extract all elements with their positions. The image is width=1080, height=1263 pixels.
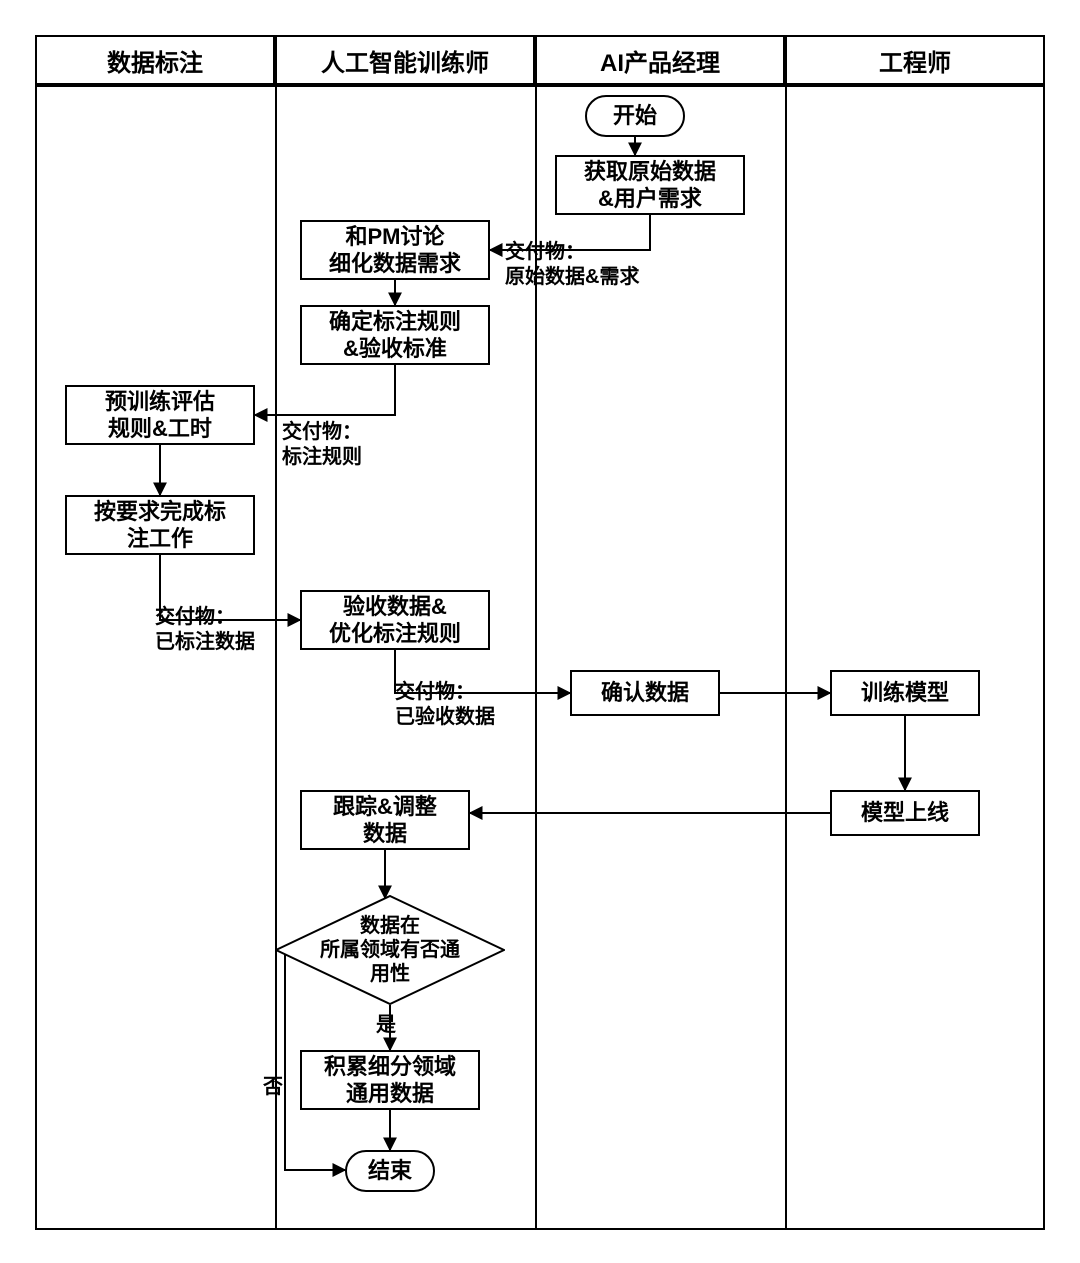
lane-header-2: 人工智能训练师 — [275, 35, 535, 85]
node-decision-diamond — [275, 895, 505, 1005]
swimlane-flowchart: 数据标注 人工智能训练师 AI产品经理 工程师 开始 获取原始数据 &用户需求 … — [0, 0, 1080, 1263]
edge-label-deliverable-raw: 交付物： 原始数据&需求 — [505, 240, 639, 290]
node-get-raw-data: 获取原始数据 &用户需求 — [555, 155, 745, 215]
node-confirm-data: 确认数据 — [570, 670, 720, 716]
node-start: 开始 — [585, 95, 685, 137]
edge-label-deliverable-accepted: 交付物： 已验收数据 — [395, 680, 495, 730]
node-track-adjust: 跟踪&调整 数据 — [300, 790, 470, 850]
lane-header-4: 工程师 — [785, 35, 1045, 85]
node-complete-annotation: 按要求完成标 注工作 — [65, 495, 255, 555]
node-discuss-with-pm: 和PM讨论 细化数据需求 — [300, 220, 490, 280]
node-pretrain-eval: 预训练评估 规则&工时 — [65, 385, 255, 445]
node-define-rules: 确定标注规则 &验收标准 — [300, 305, 490, 365]
edge-label-deliverable-rules: 交付物： 标注规则 — [282, 420, 362, 470]
edge-label-deliverable-annotated: 交付物： 已标注数据 — [155, 605, 255, 655]
lane-divider-1 — [275, 85, 277, 1230]
lane-header-1: 数据标注 — [35, 35, 275, 85]
edge-label-yes: 是 — [376, 1013, 396, 1038]
lane-divider-3 — [785, 85, 787, 1230]
node-train-model: 训练模型 — [830, 670, 980, 716]
node-accumulate-domain-data: 积累细分领域 通用数据 — [300, 1050, 480, 1110]
lane-header-3: AI产品经理 — [535, 35, 785, 85]
node-accept-optimize: 验收数据& 优化标注规则 — [300, 590, 490, 650]
node-model-online: 模型上线 — [830, 790, 980, 836]
node-end: 结束 — [345, 1150, 435, 1192]
edge-label-no: 否 — [263, 1075, 283, 1100]
